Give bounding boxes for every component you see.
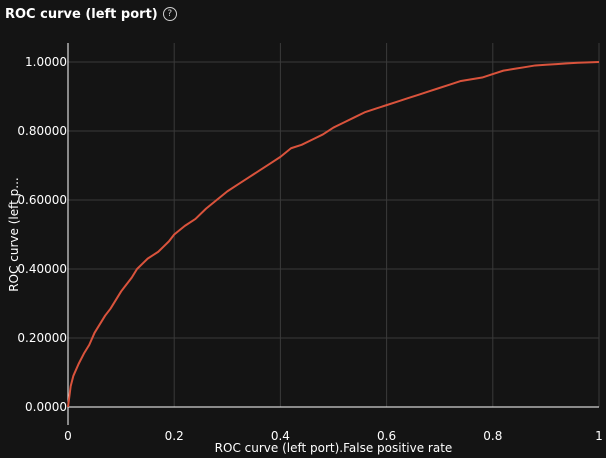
x-tick-label: 0.2 bbox=[165, 429, 184, 443]
y-tick-label: 0.0000 bbox=[25, 400, 67, 414]
y-tick-label: 1.0000 bbox=[25, 55, 67, 69]
y-tick-label: 0.60000 bbox=[17, 193, 67, 207]
y-tick-label: 0.80000 bbox=[17, 124, 67, 138]
x-tick-label: 0.8 bbox=[483, 429, 502, 443]
axes bbox=[68, 43, 599, 425]
y-tick-labels: 0.0000 0.20000 0.40000 0.60000 0.80000 1.0000 bbox=[17, 55, 67, 414]
x-tick-label: 0 bbox=[64, 429, 72, 443]
x-axis-title: ROC curve (left port).False positive rat… bbox=[215, 441, 453, 455]
roc-series-line bbox=[68, 62, 599, 407]
grid-lines bbox=[68, 43, 599, 407]
y-axis-title: ROC curve (left p... bbox=[7, 177, 21, 291]
x-tick-label: 1 bbox=[595, 429, 603, 443]
series-layer bbox=[68, 62, 599, 407]
y-tick-label: 0.40000 bbox=[17, 262, 67, 276]
y-tick-label: 0.20000 bbox=[17, 331, 67, 345]
